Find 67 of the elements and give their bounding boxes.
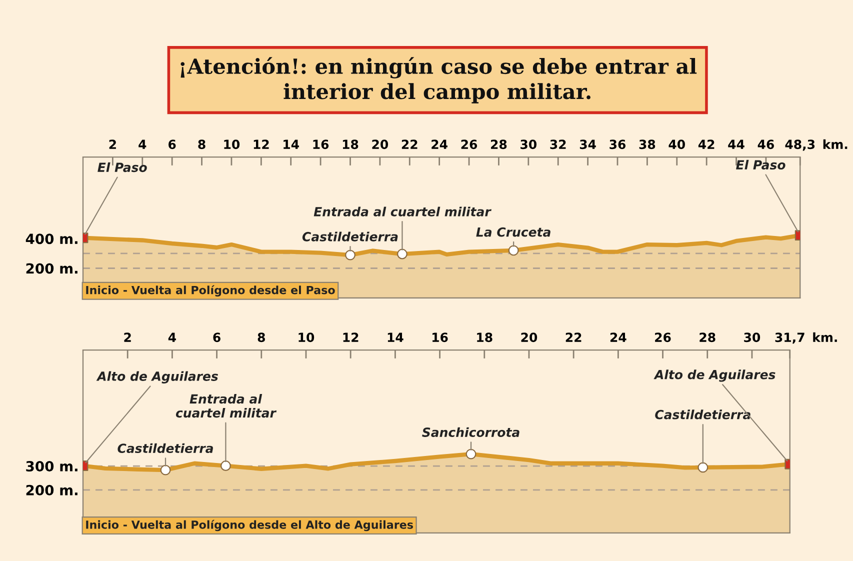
x-tick-label: 22 — [402, 140, 418, 149]
annotation: Alto de Aguilares — [96, 371, 218, 384]
x-tick-label: 12 — [254, 140, 269, 149]
annotation: Inicio - Vuelta al Polígono desde el Paso — [86, 285, 335, 296]
annotation: El Paso — [98, 162, 147, 172]
x-tick-label: 30 — [744, 332, 760, 342]
y-tick-label: 300 m. — [26, 460, 78, 472]
point — [508, 245, 519, 256]
x-tick-label: 31,7 — [775, 332, 804, 344]
x-tick-label: 20 — [372, 140, 388, 150]
x-axis-title: km. — [813, 332, 837, 342]
x-tick-label: 42 — [698, 140, 714, 149]
x-tick-label: 12 — [343, 332, 358, 342]
y-tick-label: 200 m. — [26, 484, 78, 496]
x-tick-label: 34 — [580, 140, 596, 150]
x-tick-label: 2 — [109, 140, 116, 149]
x-tick-label: 16 — [313, 140, 329, 150]
point — [220, 460, 231, 471]
x-tick-label: 8 — [258, 332, 265, 342]
x-tick-label: 28 — [700, 332, 716, 342]
y-tick-label: 400 m. — [26, 234, 78, 244]
annotation: El Paso — [736, 160, 786, 170]
annotation: Sanchicorrota — [422, 427, 520, 438]
x-tick-label: 4 — [168, 332, 176, 342]
annotation: Castildetierra — [302, 232, 398, 242]
x-tick-label: 48,3 — [785, 140, 815, 151]
x-tick-label: 20 — [521, 332, 538, 342]
annotation: Inicio - Vuelta al Polígono desde el Alto de Aguilares — [86, 520, 413, 532]
point — [160, 464, 171, 476]
x-tick-label: 6 — [168, 140, 176, 150]
annotation: Castildetierra — [118, 443, 213, 454]
point — [698, 462, 708, 473]
annotation: Entrada al cuartel militar — [314, 206, 492, 216]
x-tick-label: 6 — [213, 332, 220, 342]
point — [397, 248, 408, 260]
x-tick-label: 24 — [610, 332, 626, 342]
annotation: Castildetierra — [655, 410, 750, 420]
x-tick-label: 10 — [224, 140, 240, 150]
x-tick-label: 30 — [520, 140, 537, 150]
x-tick-label: 18 — [477, 332, 492, 342]
x-tick-label: 14 — [388, 332, 404, 342]
x-tick-label: 14 — [284, 140, 299, 149]
x-tick-label: 32 — [550, 140, 566, 150]
x-axis-title: km. — [823, 139, 848, 149]
x-tick-label: 46 — [758, 140, 774, 150]
x-tick-label: 36 — [610, 140, 626, 150]
x-tick-label: 16 — [432, 332, 448, 342]
x-tick-label: 4 — [138, 140, 146, 149]
point — [345, 250, 356, 260]
x-tick-label: 2 — [124, 332, 131, 342]
y-tick-label: 200 m. — [26, 263, 78, 274]
x-tick-label: 24 — [432, 140, 448, 149]
annotation: Alto de Aguilares — [654, 370, 776, 382]
x-tick-label: 22 — [566, 332, 582, 342]
annotation: Entrada al cuartel militar — [176, 394, 277, 418]
annotation: La Cruceta — [476, 227, 550, 237]
point — [466, 448, 476, 460]
x-tick-label: 26 — [655, 332, 671, 342]
chart-title: ¡Atención!: en ningún caso se debe entrar al interior del campo militar. — [180, 57, 697, 104]
x-tick-label: 44 — [728, 140, 744, 149]
x-tick-label: 10 — [298, 332, 314, 342]
x-tick-label: 40 — [668, 140, 685, 150]
x-tick-label: 28 — [491, 140, 507, 150]
x-tick-label: 8 — [198, 140, 206, 150]
x-tick-label: 26 — [461, 140, 478, 150]
x-tick-label: 38 — [639, 140, 656, 150]
x-tick-label: 18 — [342, 140, 358, 150]
